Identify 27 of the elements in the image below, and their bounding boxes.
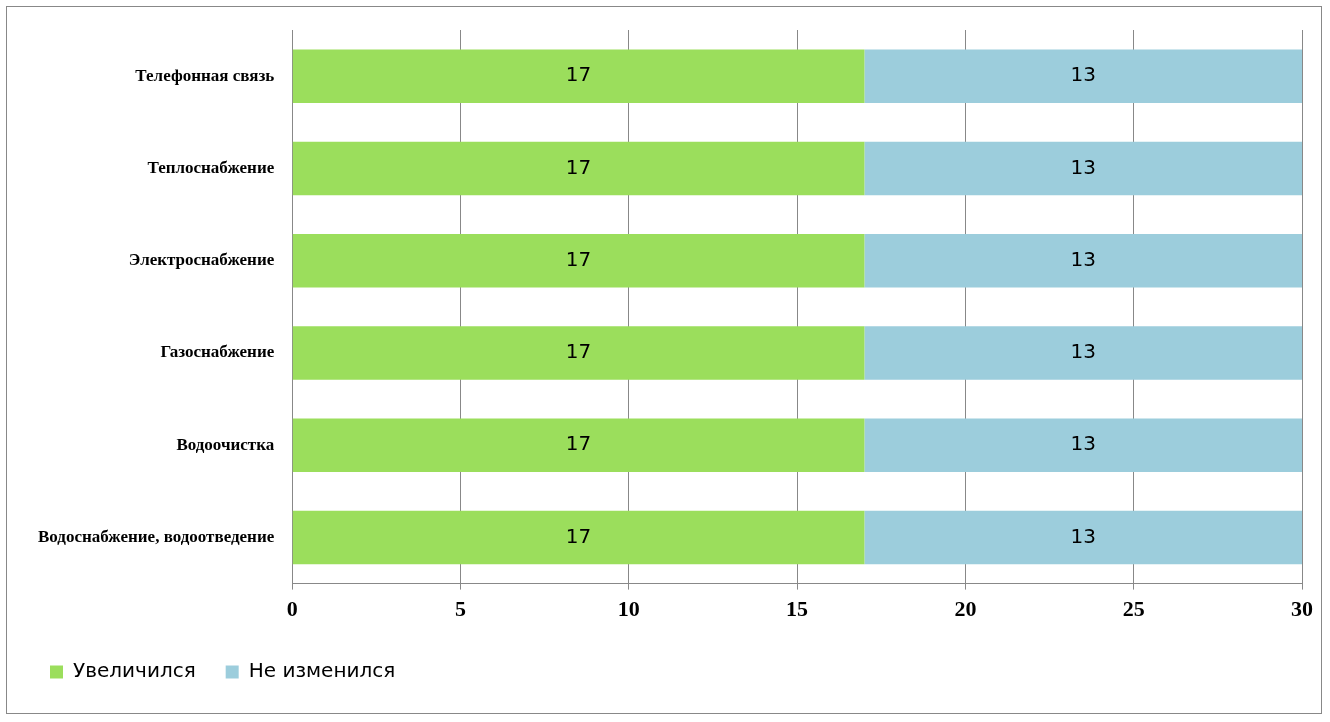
data-label: 17 — [565, 339, 592, 364]
data-label: 13 — [1070, 339, 1096, 364]
data-label: 17 — [565, 246, 592, 271]
x-tick-label: 5 — [455, 596, 467, 622]
y-tick-label: Газоснабжение — [160, 342, 275, 362]
x-tick-label: 25 — [1122, 596, 1145, 622]
data-label: 13 — [1070, 246, 1096, 271]
data-label: 13 — [1070, 154, 1096, 179]
data-label: 17 — [565, 523, 592, 548]
data-label: 13 — [1070, 431, 1096, 456]
data-label: 17 — [565, 154, 592, 179]
y-tick-label: Электроснабжение — [128, 250, 275, 270]
x-tick-label: 15 — [786, 596, 809, 622]
data-label: 13 — [1070, 62, 1096, 87]
data-label: 17 — [565, 62, 592, 87]
y-tick-label: Теплоснабжение — [147, 157, 275, 177]
x-tick-label: 0 — [286, 596, 298, 622]
x-tick-label: 10 — [617, 596, 640, 622]
y-tick-label: Водоочистка — [176, 434, 275, 454]
x-tick-label: 20 — [954, 596, 977, 622]
data-label: 17 — [565, 431, 592, 456]
y-tick-label: Телефонная связь — [135, 65, 275, 85]
y-tick-label: Водоснабжение, водоотведение — [38, 526, 275, 546]
legend-label: Не изменился — [248, 658, 396, 683]
x-tick-label: 30 — [1291, 596, 1313, 622]
legend-label: Увеличился — [73, 658, 196, 683]
data-label: 13 — [1070, 523, 1096, 548]
